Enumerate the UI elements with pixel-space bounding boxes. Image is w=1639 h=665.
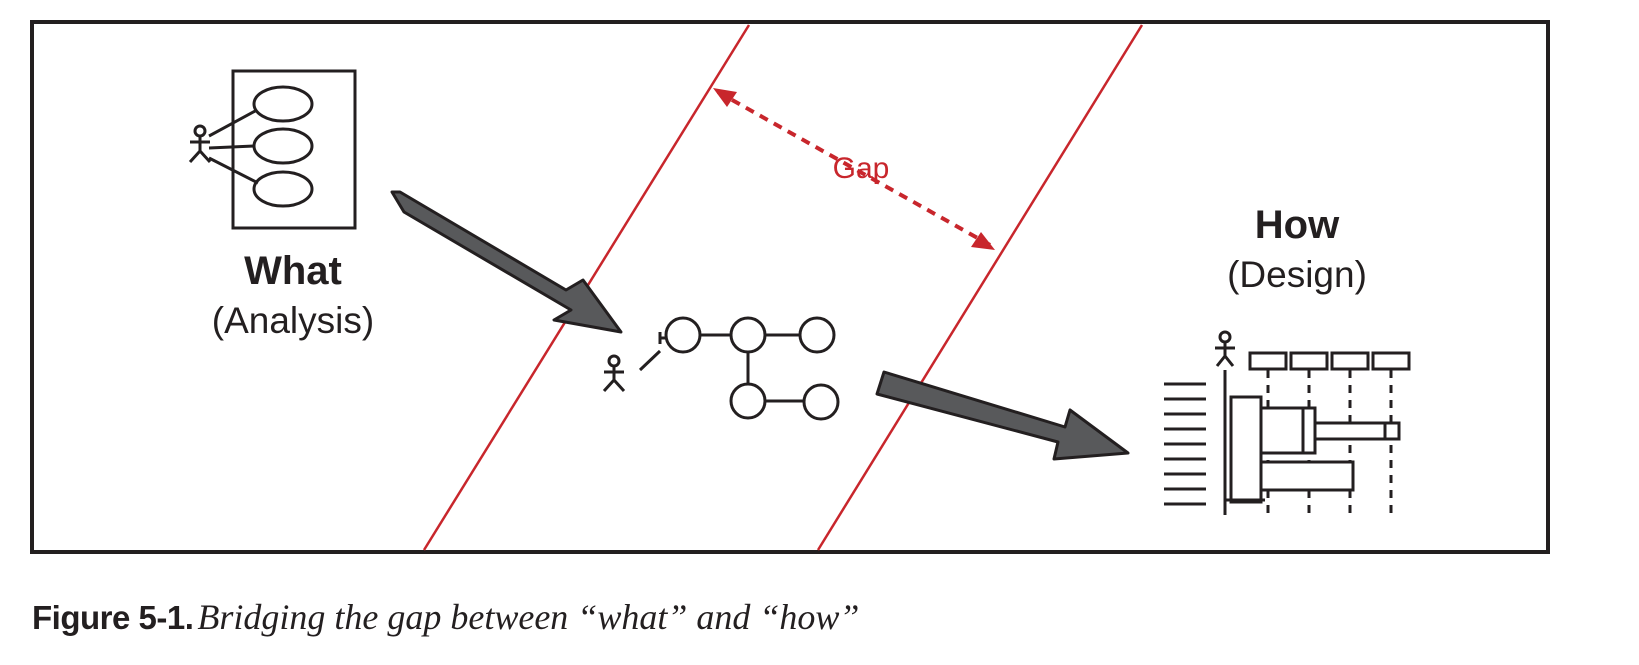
caption-text: Bridging the gap between “what” and “how… bbox=[197, 597, 859, 637]
what-label: What bbox=[244, 249, 342, 293]
actor-icon bbox=[604, 356, 624, 391]
use-case-diagram-icon bbox=[190, 71, 355, 228]
figure-caption: Figure 5-1. Bridging the gap between “wh… bbox=[32, 596, 859, 638]
gap-boundary-right bbox=[818, 25, 1142, 550]
actor-icon bbox=[190, 126, 210, 162]
analysis-model-icon bbox=[604, 318, 838, 419]
transition-arrow-right bbox=[877, 372, 1128, 459]
transition-arrow-left bbox=[392, 192, 621, 332]
sequence-diagram-icon bbox=[1164, 332, 1409, 515]
how-label: How bbox=[1255, 203, 1340, 247]
gap-label: Gap bbox=[833, 152, 890, 185]
caption-number: Figure 5-1. bbox=[32, 599, 193, 636]
what-sublabel: (Analysis) bbox=[212, 300, 374, 341]
how-sublabel: (Design) bbox=[1227, 254, 1367, 295]
actor-icon bbox=[1215, 332, 1235, 366]
